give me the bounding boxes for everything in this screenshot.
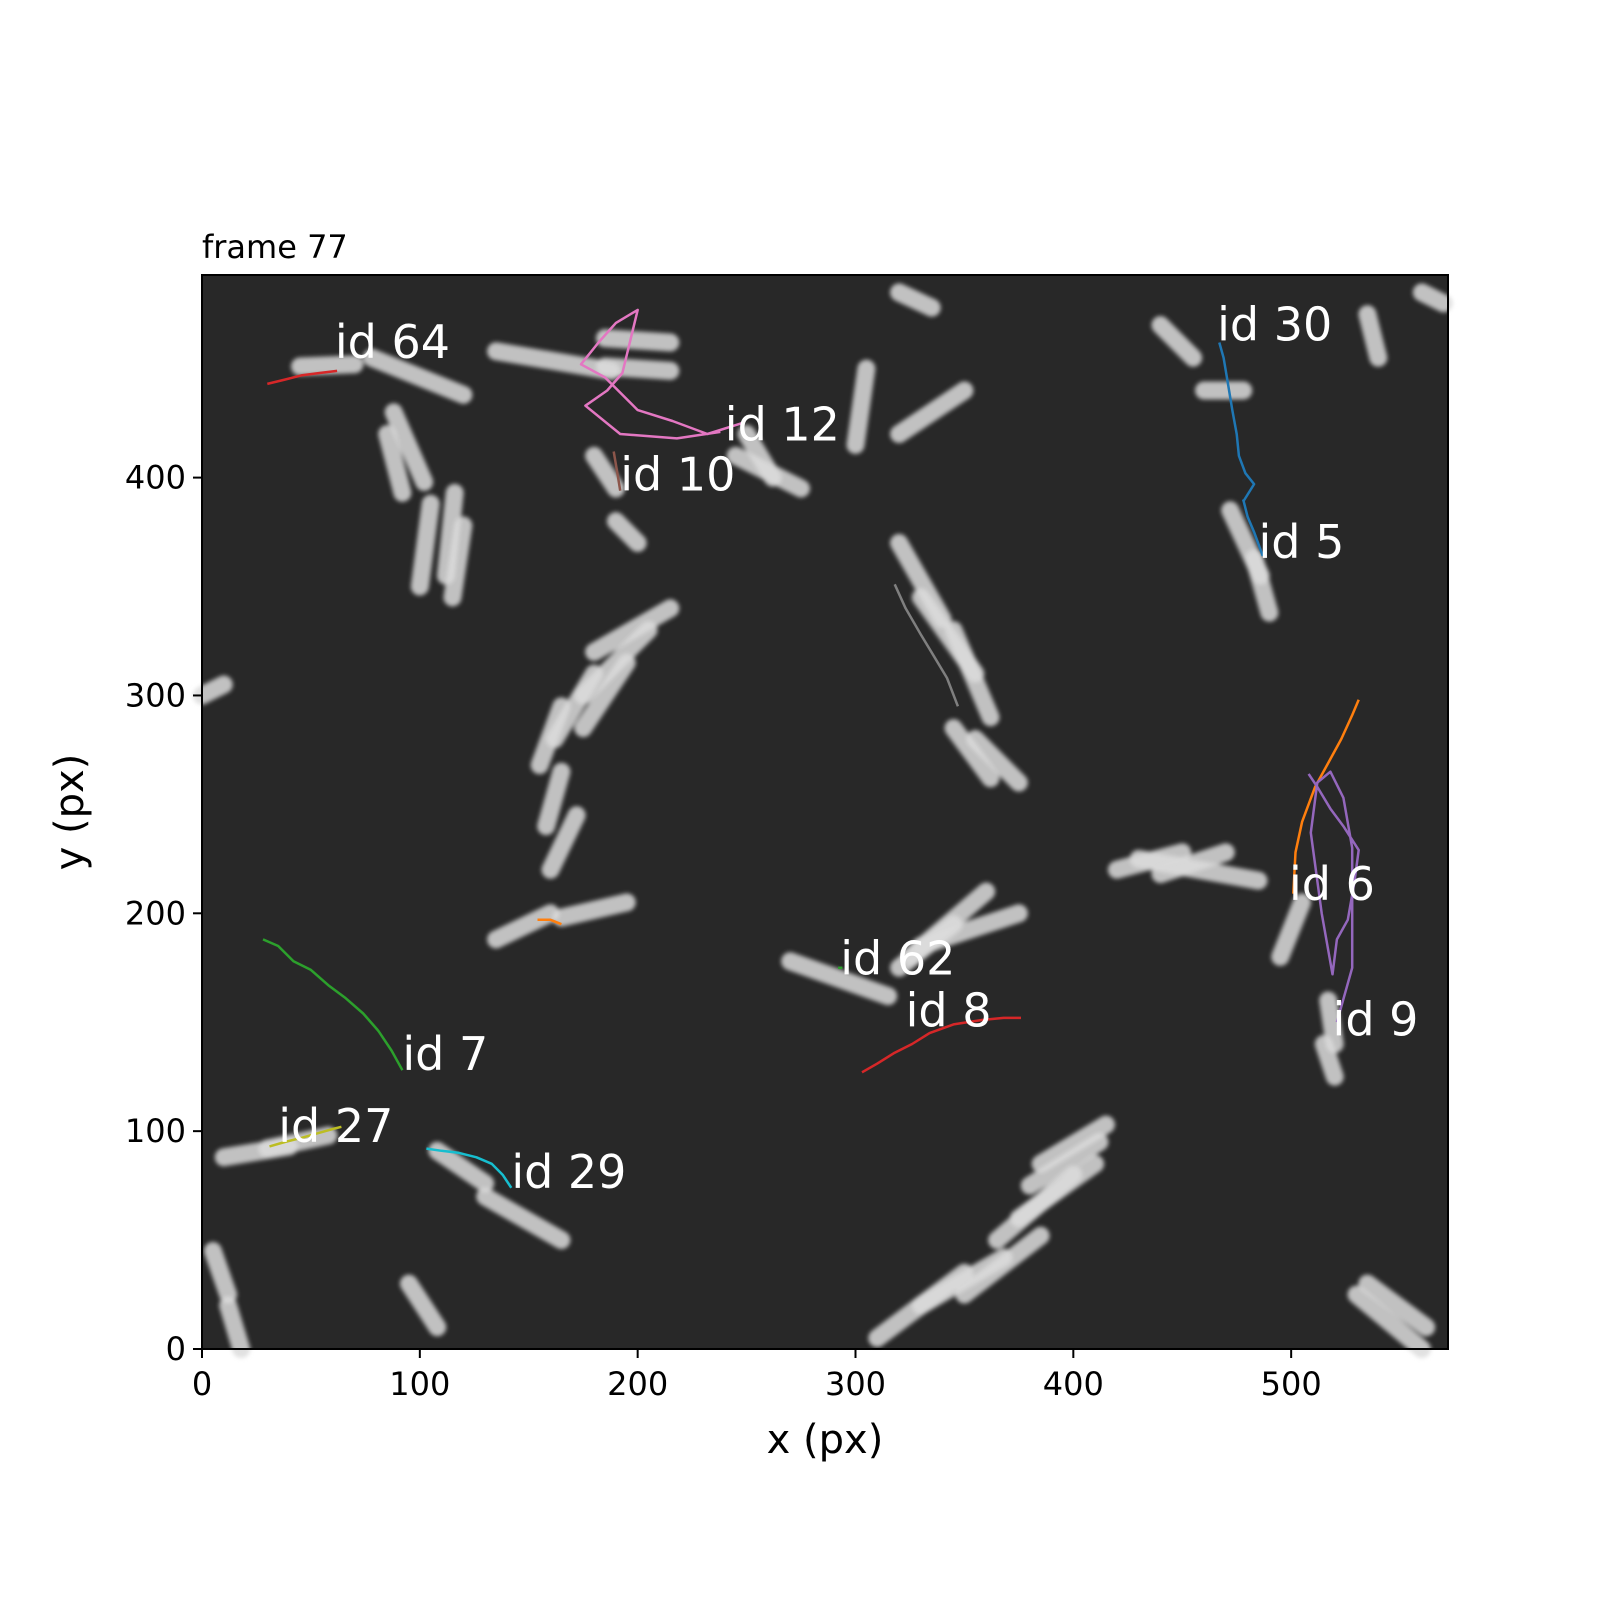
cell-blob	[1151, 316, 1203, 367]
cell-blob	[436, 483, 464, 585]
cell-blob	[537, 762, 571, 836]
x-tick-label: 200	[607, 1365, 668, 1403]
cell-blob	[193, 675, 233, 705]
cell-blob	[219, 1296, 251, 1358]
track-path	[267, 369, 338, 386]
track-label: id 6	[1289, 857, 1375, 911]
track-label: id 5	[1258, 515, 1344, 569]
track-path	[537, 918, 562, 926]
cell-blob	[1358, 305, 1388, 367]
cell-blob	[487, 904, 560, 949]
cell-blob	[955, 1226, 1050, 1304]
track-path	[262, 938, 404, 1071]
x-tick-label: 400	[1043, 1365, 1104, 1403]
cell-blob	[1314, 1035, 1344, 1086]
cell-blob	[487, 342, 621, 380]
cell-blob	[530, 697, 571, 775]
cell-blob	[846, 359, 876, 454]
cell-blob	[585, 599, 680, 661]
cell-blob	[726, 446, 811, 498]
y-tick-label: 100	[125, 1112, 186, 1150]
track-path	[893, 583, 960, 707]
cell-blob	[585, 446, 625, 498]
y-tick-label: 0	[166, 1330, 186, 1368]
track-label: id 30	[1217, 297, 1332, 351]
y-axis: 0 100 200 300 400	[125, 459, 202, 1368]
cell-blob	[1347, 1285, 1431, 1358]
cell-blob	[1129, 849, 1268, 890]
y-tick-label: 400	[125, 459, 186, 497]
x-axis: 0 100 200 300 400 500	[192, 1349, 1322, 1403]
track-label: id 7	[402, 1027, 488, 1081]
cell-blob	[258, 1126, 338, 1158]
x-tick-label: 300	[825, 1365, 886, 1403]
cell-blob	[944, 719, 1000, 788]
x-tick-label: 100	[389, 1365, 450, 1403]
cell-blob	[574, 653, 636, 738]
track-label: id 27	[278, 1099, 393, 1153]
cell-blob	[399, 1274, 447, 1337]
y-tick-label: 300	[125, 676, 186, 714]
x-tick-label: 0	[192, 1365, 212, 1403]
cell-blob	[541, 806, 586, 879]
cell-blob	[1271, 893, 1312, 966]
cell-blob	[1358, 1274, 1436, 1337]
track-path	[861, 1016, 1021, 1074]
x-tick-label: 500	[1261, 1365, 1322, 1403]
cell-blob	[476, 1187, 571, 1250]
track-path	[1241, 499, 1264, 557]
track-label: id 29	[511, 1145, 626, 1199]
cell-blob	[890, 381, 974, 444]
track-label: id 64	[335, 315, 450, 369]
track-path	[269, 1125, 342, 1148]
track-label: id 8	[906, 984, 992, 1038]
cell-blob	[1245, 549, 1279, 622]
cell-blob	[1009, 1154, 1105, 1228]
cell-layer	[193, 283, 1453, 1358]
chart-title: frame 77	[202, 228, 348, 266]
track-path	[1292, 699, 1360, 894]
cell-blob	[410, 494, 440, 596]
cell-blob	[1020, 1133, 1109, 1195]
track-path	[426, 1147, 513, 1189]
cell-blob	[944, 621, 1000, 727]
cell-blob	[1031, 1115, 1116, 1173]
cell-blob	[595, 357, 680, 380]
cell-blob	[606, 512, 647, 552]
y-axis-label: y (px)	[47, 754, 93, 871]
cell-blob	[443, 516, 473, 607]
track-label: id 10	[620, 448, 735, 502]
cell-blob	[291, 355, 364, 376]
cell-blob	[428, 1141, 495, 1193]
track-layer	[262, 308, 1360, 1189]
cell-blob	[384, 403, 434, 491]
y-tick-label: 200	[125, 894, 186, 932]
cell-blob	[911, 904, 1028, 955]
cell-blob	[378, 425, 412, 502]
cell-blob	[781, 952, 898, 1006]
track-path	[1307, 770, 1360, 1023]
track-label: id 9	[1333, 992, 1419, 1046]
cell-blob	[552, 893, 636, 927]
x-axis-label: x (px)	[767, 1417, 884, 1463]
cell-blob	[595, 329, 680, 352]
track-path	[612, 451, 622, 491]
track-label: id 62	[840, 931, 955, 985]
cell-blob	[1412, 283, 1453, 313]
cell-blob	[1319, 991, 1344, 1054]
cell-blob	[203, 1241, 238, 1304]
plot-frame	[201, 274, 1449, 1350]
cell-blob	[362, 348, 473, 404]
track-path	[1218, 342, 1256, 503]
cell-blob	[966, 730, 1028, 792]
cell-blob	[890, 283, 941, 317]
track-path	[579, 308, 743, 440]
track-label: id 12	[725, 398, 840, 452]
